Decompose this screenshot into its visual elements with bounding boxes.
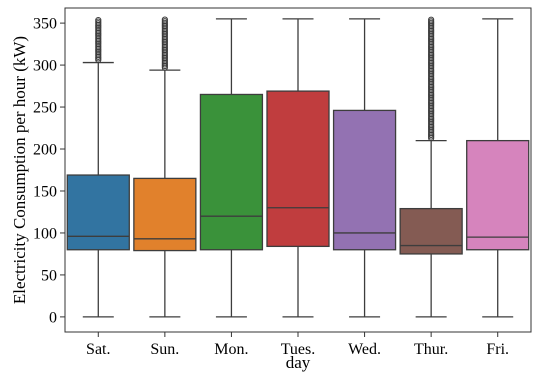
x-tick-label: Tues. [281, 341, 316, 358]
box-tues [266, 18, 330, 318]
x-tick-label: Mon. [214, 341, 248, 358]
box-wed [332, 18, 397, 318]
y-tick-label: 0 [49, 309, 57, 326]
x-axis: Sat. Sun. Mon. Tues. Wed. Thur. Fri. [86, 332, 509, 358]
outlier-point [428, 16, 435, 23]
x-tick-label: Fri. [486, 341, 509, 358]
iqr-box [133, 177, 197, 252]
box-sun [133, 16, 197, 318]
y-tick-label: 100 [33, 225, 57, 242]
box-sat [66, 16, 130, 318]
outliers [95, 16, 102, 64]
outliers [428, 16, 435, 142]
y-tick-label: 300 [33, 58, 57, 75]
x-tick-label: Thur. [414, 341, 448, 358]
y-tick-label: 250 [33, 100, 57, 117]
iqr-box [199, 93, 264, 251]
y-tick-label: 50 [41, 267, 57, 284]
y-tick-label: 350 [33, 16, 57, 33]
x-tick-label: Sun. [150, 341, 179, 358]
box-thur [399, 16, 463, 318]
y-axis-label: Electricity Consumption per hour (kW) [10, 36, 29, 304]
box-mon [199, 18, 264, 318]
iqr-box [399, 207, 463, 255]
box-fri [466, 18, 530, 318]
iqr-box [66, 174, 130, 251]
iqr-box [466, 139, 530, 251]
plot-area [66, 16, 530, 318]
x-tick-label: Sat. [86, 341, 110, 358]
outlier-point [161, 16, 168, 23]
y-tick-label: 200 [33, 142, 57, 159]
iqr-box [266, 90, 330, 248]
y-tick-label: 150 [33, 183, 57, 200]
y-axis: 0 50 100 150 200 250 300 350 [33, 16, 65, 326]
outlier-point [95, 16, 102, 24]
iqr-box [332, 109, 397, 251]
x-axis-label: day [286, 353, 311, 372]
outliers [161, 16, 168, 71]
x-tick-label: Wed. [348, 341, 381, 358]
